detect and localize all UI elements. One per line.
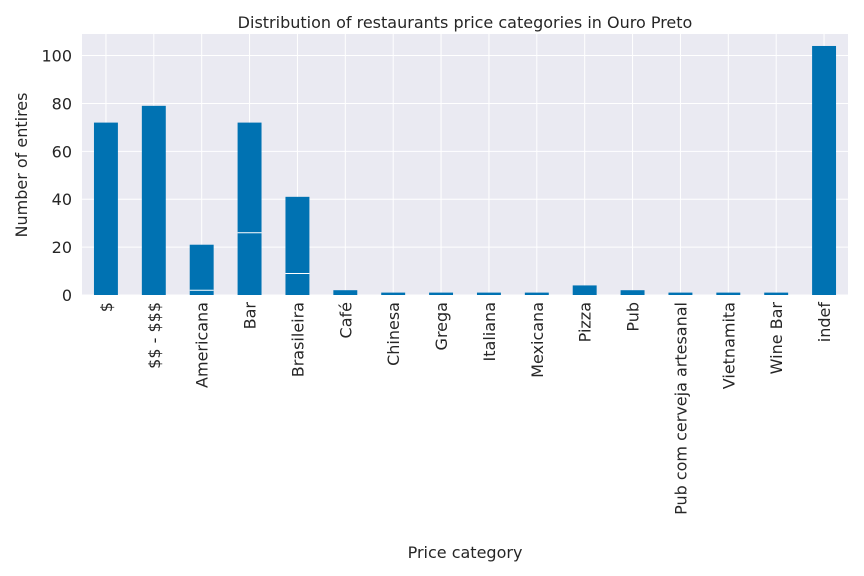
- x-tick-label: $$ - $$$: [145, 302, 164, 369]
- bars: [93, 45, 837, 296]
- x-tick-label: Grega: [432, 302, 451, 350]
- y-tick-label: 20: [52, 238, 72, 257]
- x-tick-labels: $ $$ - $$$ Americana Bar Brasileira Café Chine…: [97, 302, 834, 515]
- bar-16: [812, 45, 837, 296]
- x-tick-label: Chinesa: [384, 302, 403, 366]
- x-tick-label: Italiana: [480, 302, 499, 361]
- x-tick-label: Café: [336, 302, 355, 338]
- bar-7: [381, 292, 406, 295]
- y-tick-labels: 0 20 40 60 80 100: [41, 47, 72, 305]
- x-tick-label: Wine Bar: [767, 302, 786, 375]
- x-tick-label: $: [97, 302, 116, 312]
- bar-9: [476, 292, 501, 295]
- y-tick-label: 60: [52, 142, 72, 161]
- y-tick-label: 40: [52, 190, 72, 209]
- bar-15: [764, 292, 789, 295]
- bar-14: [716, 292, 741, 295]
- x-tick-label: Pub: [624, 302, 643, 332]
- y-axis-label: Number of entires: [12, 93, 31, 238]
- x-tick-label: Americana: [193, 302, 212, 388]
- x-tick-label: indef: [815, 302, 834, 343]
- bar-12: [620, 290, 645, 295]
- bar-11: [572, 285, 597, 295]
- y-tick-label: 0: [62, 286, 72, 305]
- bar-3: [189, 244, 214, 295]
- bar-13: [668, 292, 693, 295]
- y-tick-label: 80: [52, 94, 72, 113]
- x-tick-label: Pizza: [576, 302, 595, 342]
- x-tick-label: Bar: [241, 302, 260, 330]
- bar-6: [333, 290, 358, 295]
- y-tick-label: 100: [41, 47, 72, 66]
- chart-title: Distribution of restaurants price catego…: [238, 13, 693, 32]
- bar-4: [237, 122, 262, 295]
- bar-10: [524, 292, 549, 295]
- x-axis-label: Price category: [408, 543, 523, 562]
- bar-2: [141, 105, 166, 295]
- bar-1: [93, 122, 118, 295]
- bar-5: [285, 196, 310, 295]
- x-tick-label: Brasileira: [288, 302, 307, 377]
- bar-8: [429, 292, 454, 295]
- x-tick-label: Pub com cerveja artesanal: [671, 302, 690, 515]
- x-tick-label: Mexicana: [528, 302, 547, 378]
- x-tick-label: Vietnamita: [719, 302, 738, 389]
